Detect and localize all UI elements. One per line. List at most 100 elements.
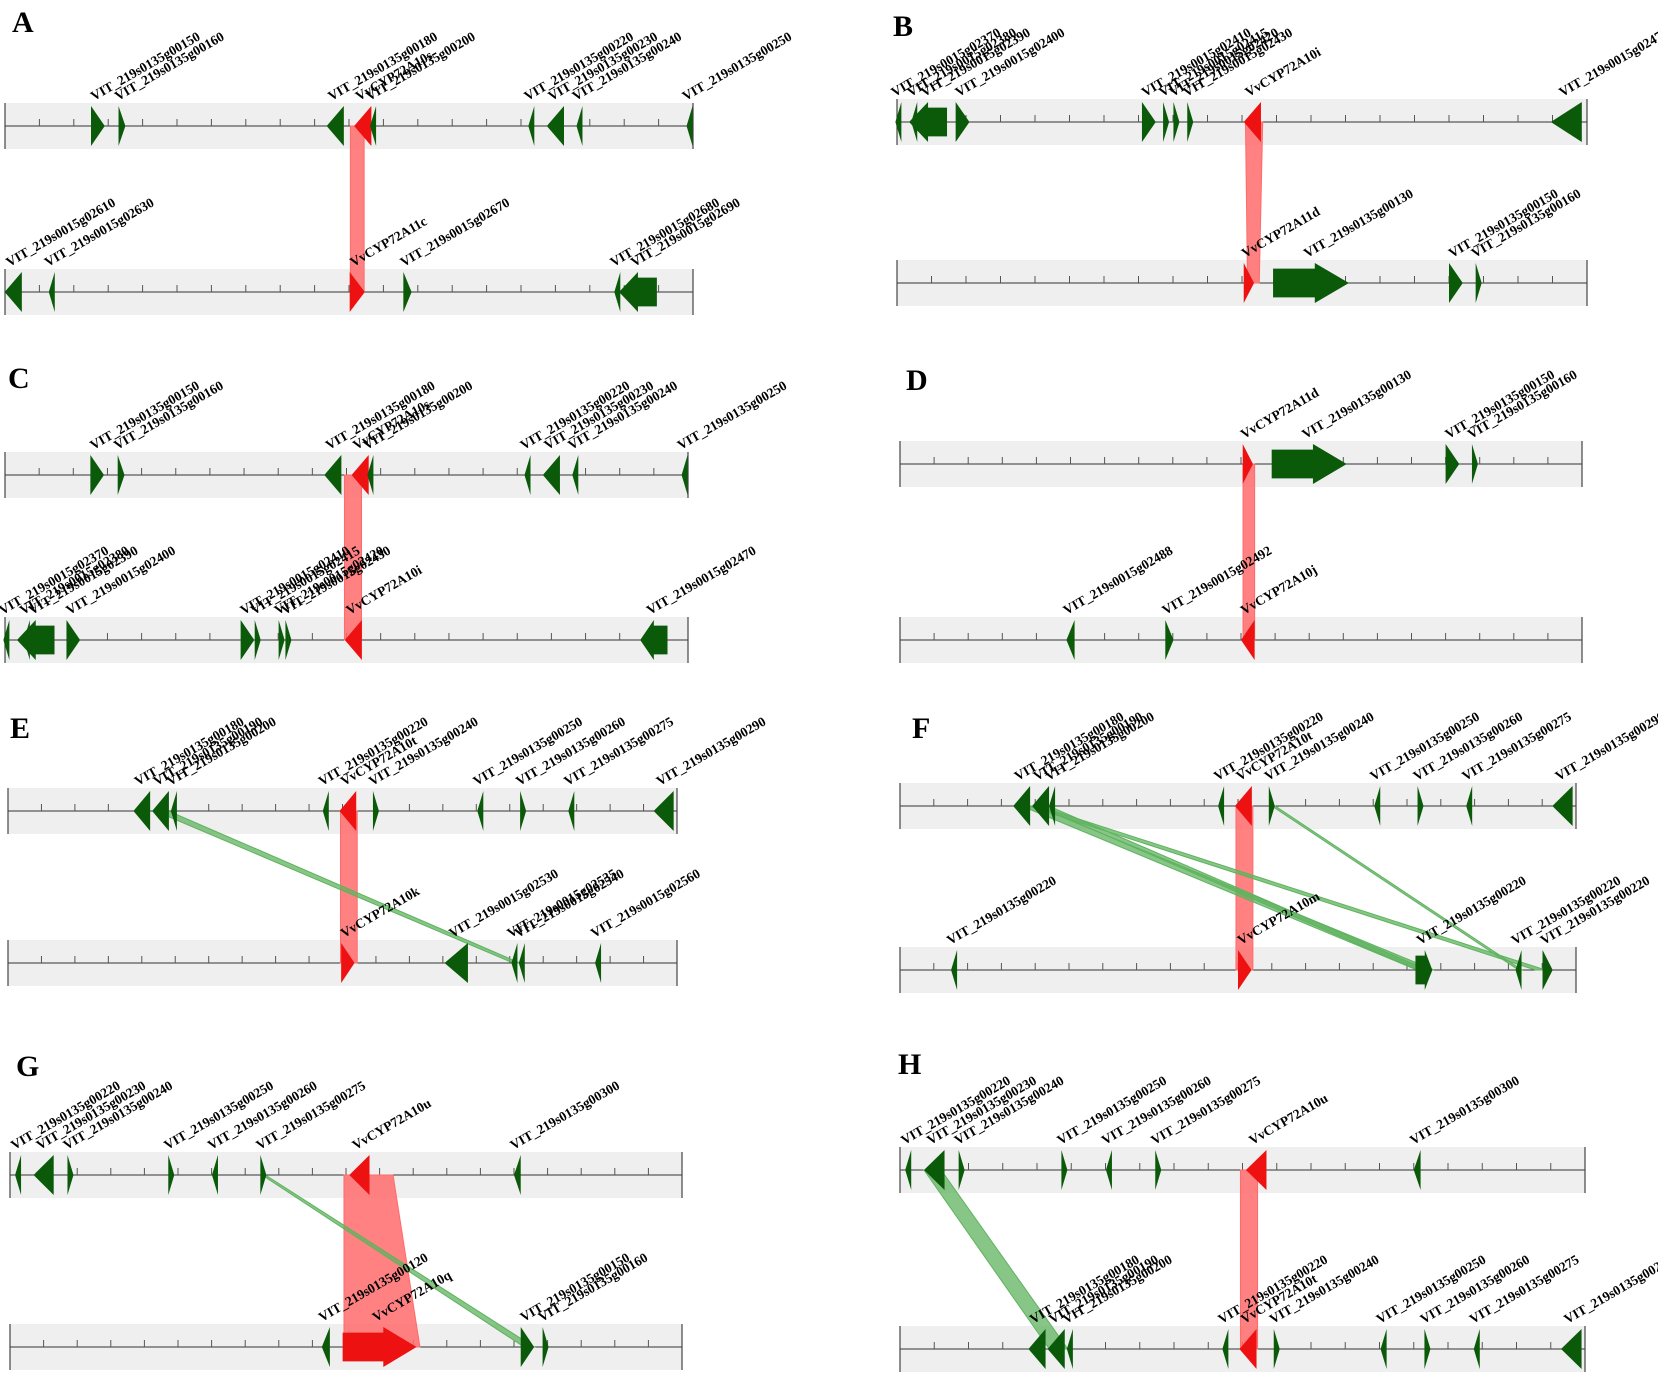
gene-arrow bbox=[170, 791, 177, 831]
gene-arrow bbox=[895, 102, 902, 142]
focus-gene-arrow bbox=[1241, 620, 1255, 660]
gene-arrow bbox=[1222, 1329, 1229, 1369]
gene-arrow bbox=[640, 620, 668, 660]
gene-label: VIT_219s0015g02488 bbox=[1061, 543, 1176, 618]
gene-arrow bbox=[367, 455, 374, 495]
gene-arrow bbox=[1561, 1329, 1582, 1369]
gene-arrow bbox=[1273, 263, 1349, 303]
panel-label-g: G bbox=[16, 1050, 40, 1083]
gene-arrow bbox=[1013, 786, 1031, 826]
gene-arrow bbox=[1268, 786, 1275, 826]
focus-gene-arrow bbox=[351, 455, 369, 495]
gene-arrow bbox=[905, 1150, 912, 1190]
panel-label-b: B bbox=[893, 10, 914, 43]
gene-arrow bbox=[1515, 950, 1522, 990]
panel-b-bottom-track bbox=[896, 260, 1588, 306]
gene-arrow bbox=[66, 620, 81, 660]
gene-arrow bbox=[15, 1155, 22, 1195]
gene-arrow bbox=[572, 455, 579, 495]
gene-arrow bbox=[370, 106, 377, 146]
gene-arrow bbox=[1049, 786, 1056, 826]
focus-gene-arrow bbox=[1243, 263, 1255, 303]
gene-label: VIT_219s0015g02470 bbox=[1556, 25, 1658, 100]
gene-arrow bbox=[1424, 1329, 1431, 1369]
gene-arrow bbox=[1473, 1329, 1480, 1369]
panel-a-bottom-track bbox=[4, 269, 694, 315]
gene-arrow bbox=[511, 943, 518, 983]
gene-arrow bbox=[444, 943, 468, 983]
gene-arrow bbox=[4, 272, 22, 312]
gene-arrow bbox=[951, 950, 958, 990]
gene-arrow bbox=[285, 620, 292, 660]
gene-arrow bbox=[133, 791, 151, 831]
focus-gene-arrow bbox=[1234, 786, 1252, 826]
gene-arrow bbox=[1466, 786, 1473, 826]
gene-label: VIT_219s0135g00220 bbox=[944, 873, 1059, 948]
panel-label-d: D bbox=[906, 364, 928, 397]
gene-arrow bbox=[1471, 444, 1478, 484]
gene-arrow bbox=[528, 106, 535, 146]
gene-arrow bbox=[168, 1155, 175, 1195]
gene-label: VIT_219s0135g00250 bbox=[680, 29, 795, 104]
gene-arrow bbox=[477, 791, 484, 831]
focus-gene-arrow bbox=[1242, 444, 1253, 484]
gene-arrow bbox=[90, 455, 105, 495]
panel-label-c: C bbox=[8, 362, 30, 395]
panel-label-e: E bbox=[10, 712, 31, 745]
gene-arrow bbox=[1163, 102, 1170, 142]
gene-arrow bbox=[686, 106, 693, 146]
gene-label: VIT_219s0135g00150 bbox=[1446, 186, 1561, 261]
gene-arrow bbox=[520, 1327, 535, 1367]
gene-arrow bbox=[958, 1150, 965, 1190]
synteny-link-green bbox=[923, 1169, 1069, 1350]
gene-arrow bbox=[681, 455, 688, 495]
gene-arrow bbox=[67, 1155, 74, 1195]
gene-arrow bbox=[211, 1155, 218, 1195]
gene-arrow bbox=[1449, 263, 1463, 303]
gene-arrow bbox=[1155, 1150, 1162, 1190]
gene-label: VIT_219s0135g00150 bbox=[87, 378, 202, 453]
panel-label-h: H bbox=[898, 1048, 922, 1081]
gene-arrow bbox=[1066, 620, 1075, 660]
gene-arrow bbox=[118, 106, 126, 146]
focus-gene-arrow bbox=[344, 620, 362, 660]
gene-label: VIT_219s0135g00150 bbox=[88, 29, 203, 104]
gene-arrow bbox=[326, 106, 344, 146]
synteny-link-green bbox=[1270, 805, 1524, 971]
gene-label: VIT_219s0015g02680 bbox=[607, 195, 722, 270]
gene-arrow bbox=[524, 455, 531, 495]
gene-arrow bbox=[614, 272, 621, 312]
focus-gene-arrow bbox=[1245, 1150, 1267, 1190]
synteny-link-red bbox=[343, 1174, 421, 1348]
gene-arrow bbox=[1550, 102, 1582, 142]
gene-label: VIT_219s0135g00130 bbox=[1301, 186, 1416, 261]
gene-arrow bbox=[1047, 1329, 1065, 1369]
gene-arrow bbox=[909, 102, 948, 142]
focus-gene-arrow bbox=[1243, 102, 1261, 142]
panel-label-f: F bbox=[912, 712, 931, 745]
gene-label: VIT_219s0135g00250 bbox=[675, 378, 790, 453]
gene-arrow bbox=[372, 791, 379, 831]
gene-arrow bbox=[1218, 786, 1225, 826]
gene-arrow bbox=[1141, 102, 1156, 142]
gene-arrow bbox=[403, 272, 412, 312]
gene-arrow bbox=[48, 272, 55, 312]
gene-arrow bbox=[514, 1155, 521, 1195]
gene-arrow bbox=[595, 943, 602, 983]
synteny-link-green bbox=[1038, 805, 1428, 971]
gene-label: VIT_219s0135g00150 bbox=[517, 1250, 632, 1325]
gene-arrow bbox=[1032, 786, 1050, 826]
gene-arrow bbox=[321, 1327, 330, 1367]
gene-arrow bbox=[546, 106, 564, 146]
gene-label: VIT_219s0135g00130 bbox=[1299, 367, 1414, 442]
focus-gene-arrow bbox=[349, 272, 365, 312]
gene-arrow bbox=[1413, 1150, 1421, 1190]
gene-label: VIT_219s0135g00160 bbox=[1469, 186, 1584, 261]
gene-arrow bbox=[16, 620, 55, 660]
focus-gene-arrow bbox=[354, 106, 372, 146]
gene-arrow bbox=[1061, 1150, 1068, 1190]
focus-gene-arrow bbox=[339, 791, 357, 831]
gene-arrow bbox=[520, 791, 527, 831]
gene-arrow bbox=[653, 791, 674, 831]
